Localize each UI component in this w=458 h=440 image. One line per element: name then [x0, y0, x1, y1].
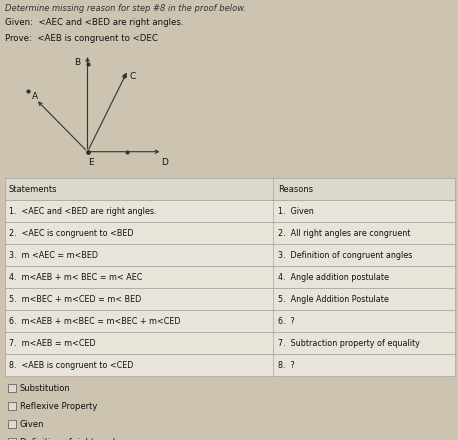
Text: 8.  <AEB is congruent to <CED: 8. <AEB is congruent to <CED — [9, 360, 133, 370]
Text: 3.  m <AEC = m<BED: 3. m <AEC = m<BED — [9, 250, 98, 260]
Text: Given:  <AEC and <BED are right angles.: Given: <AEC and <BED are right angles. — [5, 18, 184, 27]
Text: 3.  Definition of congruent angles: 3. Definition of congruent angles — [278, 250, 413, 260]
Text: Reasons: Reasons — [278, 184, 313, 194]
Text: 1.  <AEC and <BED are right angles.: 1. <AEC and <BED are right angles. — [9, 206, 156, 216]
Text: 2.  <AEC is congruent to <BED: 2. <AEC is congruent to <BED — [9, 228, 133, 238]
Text: 7.  m<AEB = m<CED: 7. m<AEB = m<CED — [9, 338, 95, 348]
Text: E: E — [88, 158, 94, 167]
Text: 8.  ?: 8. ? — [278, 360, 295, 370]
Text: Given: Given — [20, 419, 44, 429]
Text: 4.  m<AEB + m< BEC = m< AEC: 4. m<AEB + m< BEC = m< AEC — [9, 272, 142, 282]
Text: D: D — [161, 158, 168, 167]
Text: 4.  Angle addition postulate: 4. Angle addition postulate — [278, 272, 389, 282]
Text: Statements: Statements — [9, 184, 57, 194]
Text: Definition of right angles: Definition of right angles — [20, 437, 125, 440]
Text: 5.  m<BEC + m<CED = m< BED: 5. m<BEC + m<CED = m< BED — [9, 294, 141, 304]
Text: A: A — [32, 92, 38, 101]
Text: C: C — [130, 73, 136, 81]
Text: 2.  All right angles are congruent: 2. All right angles are congruent — [278, 228, 411, 238]
Text: 6.  m<AEB + m<BEC = m<BEC + m<CED: 6. m<AEB + m<BEC = m<BEC + m<CED — [9, 316, 180, 326]
Text: 1.  Given: 1. Given — [278, 206, 314, 216]
Text: 5.  Angle Addition Postulate: 5. Angle Addition Postulate — [278, 294, 389, 304]
Text: Substitution: Substitution — [20, 384, 71, 392]
Text: Determine missing reason for step #8 in the proof below.: Determine missing reason for step #8 in … — [5, 4, 246, 13]
Text: Prove:  <AEB is congruent to <DEC: Prove: <AEB is congruent to <DEC — [5, 34, 158, 43]
Text: 7.  Subtraction property of equality: 7. Subtraction property of equality — [278, 338, 420, 348]
Text: B: B — [74, 58, 80, 67]
Text: Reflexive Property: Reflexive Property — [20, 401, 98, 411]
Text: 6.  ?: 6. ? — [278, 316, 295, 326]
